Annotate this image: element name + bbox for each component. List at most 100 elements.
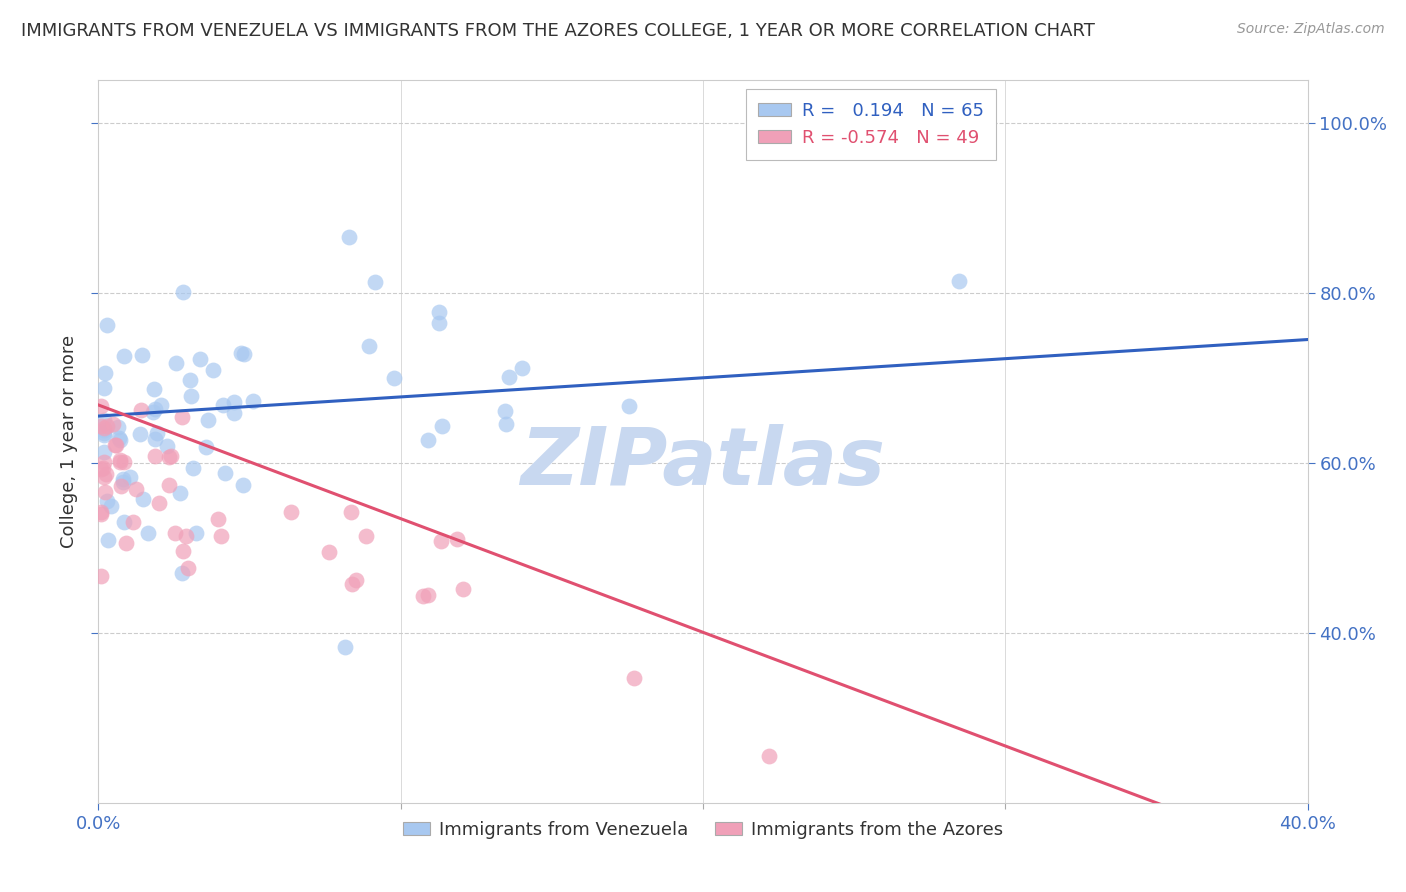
Point [337, 230, 360, 244]
Point [172, 566, 194, 580]
Point [94, 366, 117, 380]
Point [165, 356, 187, 370]
Point [118, 470, 141, 484]
Point [143, 382, 166, 396]
Point [416, 434, 439, 448]
Point [172, 544, 194, 558]
Text: ZIPatlas: ZIPatlas [520, 425, 886, 502]
Point [758, 749, 780, 764]
Point [233, 347, 256, 361]
Point [207, 512, 229, 526]
Point [115, 536, 138, 550]
Point [104, 437, 127, 451]
Point [112, 455, 135, 469]
Point [110, 433, 132, 447]
Point [382, 371, 405, 385]
Point [146, 426, 169, 441]
Text: Source: ZipAtlas.com: Source: ZipAtlas.com [1237, 22, 1385, 37]
Point [495, 417, 517, 431]
Point [214, 467, 236, 481]
Point [129, 402, 152, 417]
Point [174, 529, 197, 543]
Point [96, 318, 118, 332]
Point [498, 369, 520, 384]
Point [209, 529, 232, 543]
Point [157, 478, 180, 492]
Point [104, 438, 127, 452]
Point [188, 351, 211, 366]
Point [90, 507, 112, 521]
Point [183, 461, 205, 475]
Point [91, 461, 114, 475]
Point [93, 421, 115, 435]
Point [90, 569, 112, 583]
Point [359, 338, 381, 352]
Point [344, 573, 367, 587]
Point [93, 428, 115, 442]
Point [195, 440, 218, 454]
Point [510, 361, 533, 376]
Point [129, 426, 152, 441]
Point [125, 482, 148, 496]
Point [179, 373, 201, 387]
Point [451, 582, 474, 596]
Point [96, 467, 118, 482]
Point [163, 525, 186, 540]
Point [143, 432, 166, 446]
Point [93, 381, 115, 395]
Point [201, 363, 224, 377]
Point [172, 285, 194, 299]
Point [148, 495, 170, 509]
Point [114, 349, 136, 363]
Point [340, 505, 363, 519]
Point [143, 402, 166, 417]
Point [101, 417, 124, 432]
Point [318, 545, 340, 559]
Point [197, 413, 219, 427]
Point [93, 445, 115, 459]
Point [132, 491, 155, 506]
Point [180, 389, 202, 403]
Point [97, 533, 120, 548]
Point [122, 515, 145, 529]
Point [93, 455, 115, 469]
Text: IMMIGRANTS FROM VENEZUELA VS IMMIGRANTS FROM THE AZORES COLLEGE, 1 YEAR OR MORE : IMMIGRANTS FROM VENEZUELA VS IMMIGRANTS … [21, 22, 1095, 40]
Point [90, 418, 112, 433]
Point [93, 423, 115, 437]
Point [112, 472, 135, 486]
Point [446, 532, 468, 546]
Point [96, 419, 118, 434]
Point [150, 398, 173, 412]
Point [617, 399, 640, 413]
Point [96, 494, 118, 508]
Point [160, 450, 183, 464]
Point [112, 516, 135, 530]
Point [232, 478, 254, 492]
Point [212, 398, 235, 412]
Point [93, 470, 115, 484]
Point [354, 529, 377, 543]
Point [494, 404, 516, 418]
Point [430, 533, 453, 548]
Point [112, 475, 135, 490]
Point [143, 449, 166, 463]
Point [335, 640, 357, 654]
Point [93, 425, 115, 440]
Point [948, 274, 970, 288]
Y-axis label: College, 1 year or more: College, 1 year or more [59, 335, 77, 548]
Point [90, 461, 112, 475]
Point [108, 431, 131, 445]
Point [110, 455, 132, 469]
Legend: Immigrants from Venezuela, Immigrants from the Azores: Immigrants from Venezuela, Immigrants fr… [394, 812, 1012, 848]
Point [224, 395, 246, 409]
Point [90, 505, 112, 519]
Point [412, 589, 434, 603]
Point [430, 418, 453, 433]
Point [157, 450, 180, 465]
Point [136, 526, 159, 541]
Point [93, 413, 115, 427]
Point [427, 305, 450, 319]
Point [364, 275, 387, 289]
Point [131, 347, 153, 361]
Point [184, 525, 207, 540]
